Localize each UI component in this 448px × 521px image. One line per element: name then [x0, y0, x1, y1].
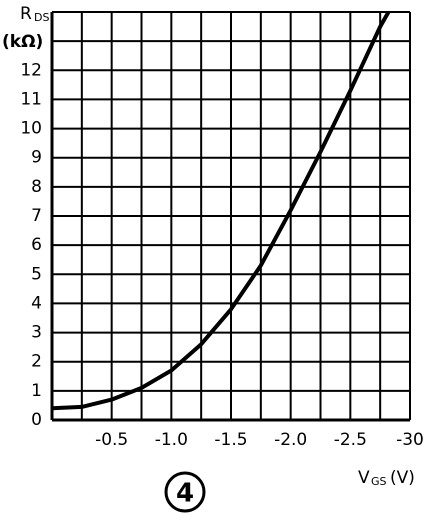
x-axis-label: V: [358, 468, 370, 488]
x-tick-label: -1.5: [214, 430, 247, 450]
y-tick-label: 2: [31, 352, 42, 372]
figure-circle: [164, 471, 206, 513]
y-tick-label: 9: [31, 148, 42, 168]
x-axis-label-sub: GS: [371, 475, 387, 488]
y-tick-label: 0: [31, 410, 42, 430]
y-tick-label: 3: [31, 323, 42, 343]
x-tick-label: -2.0: [274, 430, 307, 450]
y-tick-label: 6: [31, 235, 42, 255]
x-tick-label: -1.0: [155, 430, 188, 450]
y-tick-label: 10: [20, 119, 42, 139]
figure-number: 4: [176, 479, 194, 509]
y-tick-label: 7: [31, 206, 42, 226]
y-tick-label: 4: [31, 293, 42, 313]
y-tick-label: 1: [31, 381, 42, 401]
y-axis-unit: (kΩ): [2, 32, 43, 52]
y-tick-label: 11: [20, 89, 42, 109]
x-tick-label: -0.5: [95, 430, 128, 450]
x-axis-unit: (V): [390, 468, 415, 488]
x-tick-label: -2.5: [334, 430, 367, 450]
y-axis-label-sub: DS: [34, 11, 49, 24]
y-tick-label: 8: [31, 177, 42, 197]
data-line: [51, 11, 391, 411]
y-tick-label: 12: [20, 60, 42, 80]
y-axis-label: R: [20, 4, 32, 24]
y-tick-label: 5: [31, 264, 42, 284]
x-tick-label: -30: [396, 430, 424, 450]
